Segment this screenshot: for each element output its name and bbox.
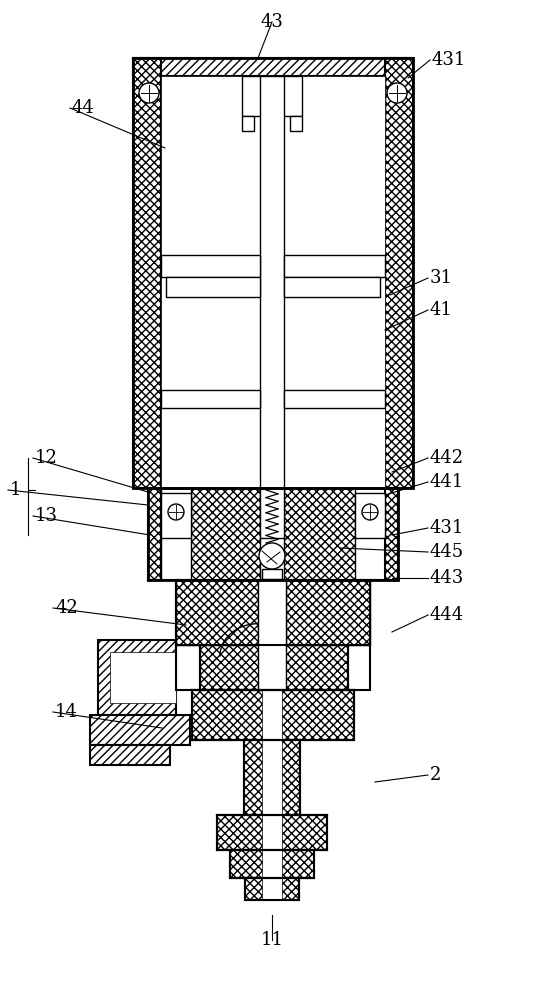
- Bar: [258, 580, 286, 690]
- Bar: [176, 580, 258, 645]
- Text: 1: 1: [10, 481, 22, 499]
- Bar: [161, 76, 260, 488]
- Bar: [176, 580, 370, 690]
- Bar: [98, 640, 176, 715]
- Bar: [133, 58, 161, 488]
- Text: 44: 44: [72, 99, 95, 117]
- Text: 31: 31: [430, 269, 453, 287]
- Text: 431: 431: [430, 519, 465, 537]
- Bar: [290, 76, 385, 131]
- Circle shape: [362, 504, 378, 520]
- Text: 11: 11: [261, 931, 283, 949]
- Bar: [90, 715, 190, 745]
- Circle shape: [387, 83, 407, 103]
- Bar: [200, 645, 348, 690]
- Bar: [262, 690, 282, 900]
- Text: 445: 445: [430, 543, 464, 561]
- Bar: [284, 277, 380, 297]
- Bar: [161, 255, 260, 277]
- Bar: [385, 488, 398, 580]
- Bar: [176, 580, 370, 645]
- Bar: [245, 878, 299, 900]
- Bar: [217, 815, 327, 850]
- Bar: [192, 690, 354, 740]
- Bar: [385, 58, 413, 488]
- Bar: [161, 76, 254, 131]
- Bar: [191, 488, 260, 580]
- Bar: [148, 488, 398, 580]
- Bar: [148, 488, 161, 580]
- Circle shape: [259, 543, 285, 569]
- Text: 443: 443: [430, 569, 464, 587]
- Bar: [230, 850, 314, 878]
- Bar: [148, 488, 161, 580]
- Bar: [355, 493, 385, 538]
- Text: 2: 2: [430, 766, 441, 784]
- Bar: [245, 878, 299, 900]
- Bar: [260, 76, 284, 538]
- Text: 444: 444: [430, 606, 464, 624]
- Bar: [242, 116, 254, 131]
- Bar: [286, 580, 370, 645]
- Circle shape: [139, 83, 159, 103]
- Bar: [110, 652, 176, 703]
- Text: 442: 442: [430, 449, 464, 467]
- Text: 441: 441: [430, 473, 464, 491]
- Bar: [244, 740, 300, 815]
- Bar: [200, 645, 348, 690]
- Bar: [284, 76, 385, 488]
- Text: 13: 13: [35, 507, 58, 525]
- Bar: [284, 390, 385, 408]
- Bar: [133, 58, 413, 76]
- Bar: [262, 569, 282, 579]
- Bar: [90, 745, 170, 765]
- Bar: [385, 488, 398, 580]
- Text: 431: 431: [432, 51, 466, 69]
- Bar: [217, 815, 327, 850]
- Bar: [244, 740, 300, 815]
- Bar: [284, 488, 355, 580]
- Bar: [161, 493, 191, 538]
- Bar: [284, 255, 385, 277]
- Text: 14: 14: [55, 703, 78, 721]
- Text: 41: 41: [430, 301, 453, 319]
- Bar: [133, 58, 413, 488]
- Text: 42: 42: [55, 599, 78, 617]
- Bar: [161, 390, 260, 408]
- Text: 12: 12: [35, 449, 58, 467]
- Text: 43: 43: [261, 13, 283, 31]
- Bar: [242, 76, 272, 116]
- Bar: [166, 277, 260, 297]
- Bar: [272, 76, 302, 116]
- Bar: [230, 850, 314, 878]
- Bar: [290, 116, 302, 131]
- Bar: [192, 690, 354, 740]
- Circle shape: [168, 504, 184, 520]
